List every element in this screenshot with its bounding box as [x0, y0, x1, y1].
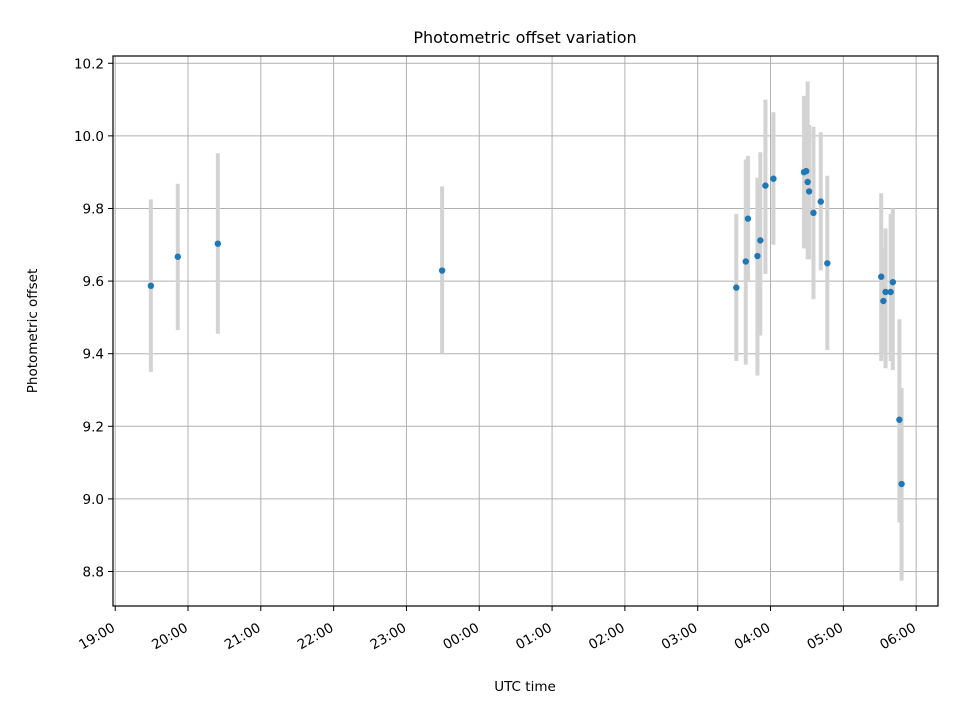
y-tick-label: 10.2: [74, 56, 104, 72]
y-tick-label: 10.0: [74, 129, 104, 145]
y-tick-label: 9.4: [83, 347, 104, 363]
data-point: [882, 288, 889, 296]
chart-title: Photometric offset variation: [413, 28, 636, 47]
y-tick-label: 9.2: [83, 419, 104, 435]
y-tick-label: 8.8: [83, 565, 104, 581]
x-tick-label: 22:00: [295, 620, 337, 653]
x-axis-label: UTC time: [494, 679, 556, 695]
x-tick-label: 20:00: [149, 620, 191, 653]
data-point: [744, 215, 752, 222]
data-points: [147, 167, 905, 488]
data-point: [878, 273, 885, 280]
y-tick-label: 9.6: [83, 274, 104, 290]
data-point: [803, 167, 810, 175]
data-point: [757, 237, 764, 244]
x-tick-label: 03:00: [659, 620, 701, 653]
x-tick-label: 23:00: [368, 620, 410, 653]
data-point: [880, 297, 887, 305]
y-axis-label: Photometric offset: [25, 269, 41, 393]
x-tick-label: 01:00: [513, 620, 555, 653]
y-tick-label: 9.0: [83, 492, 104, 508]
data-point: [898, 480, 905, 488]
error-bars: [148, 81, 904, 581]
grid-lines: [113, 56, 938, 606]
x-tick-label: 04:00: [732, 620, 774, 653]
data-point: [889, 278, 897, 286]
x-tick-label: 02:00: [586, 620, 628, 653]
data-point: [817, 198, 824, 205]
data-point: [762, 182, 769, 189]
data-point: [810, 209, 817, 217]
data-point: [805, 188, 813, 195]
data-point: [438, 267, 446, 274]
data-point: [770, 175, 777, 182]
data-point: [733, 284, 740, 291]
y-tick-label: 9.8: [83, 201, 104, 217]
data-point: [824, 260, 831, 267]
data-point: [896, 416, 903, 423]
x-tick-label: 21:00: [222, 620, 264, 653]
x-tick-label: 19:00: [76, 620, 118, 653]
x-axis-ticks: 19:00 20:00 21:00 22:00 23:00 00:00 01:00 02:00…: [76, 606, 919, 653]
x-tick-label: 00:00: [440, 620, 482, 653]
x-tick-label: 05:00: [804, 620, 846, 653]
data-point: [754, 252, 761, 260]
data-point: [147, 282, 155, 290]
data-point: [887, 288, 894, 296]
data-point: [804, 178, 811, 186]
y-axis-ticks: 8.8 9.0 9.2 9.4 9.6 9.8 10.0 10.2: [74, 56, 113, 581]
data-point: [214, 240, 222, 247]
data-point: [174, 253, 182, 260]
x-tick-label: 06:00: [877, 620, 919, 653]
data-point: [742, 258, 749, 265]
plot-frame: [112, 55, 939, 607]
